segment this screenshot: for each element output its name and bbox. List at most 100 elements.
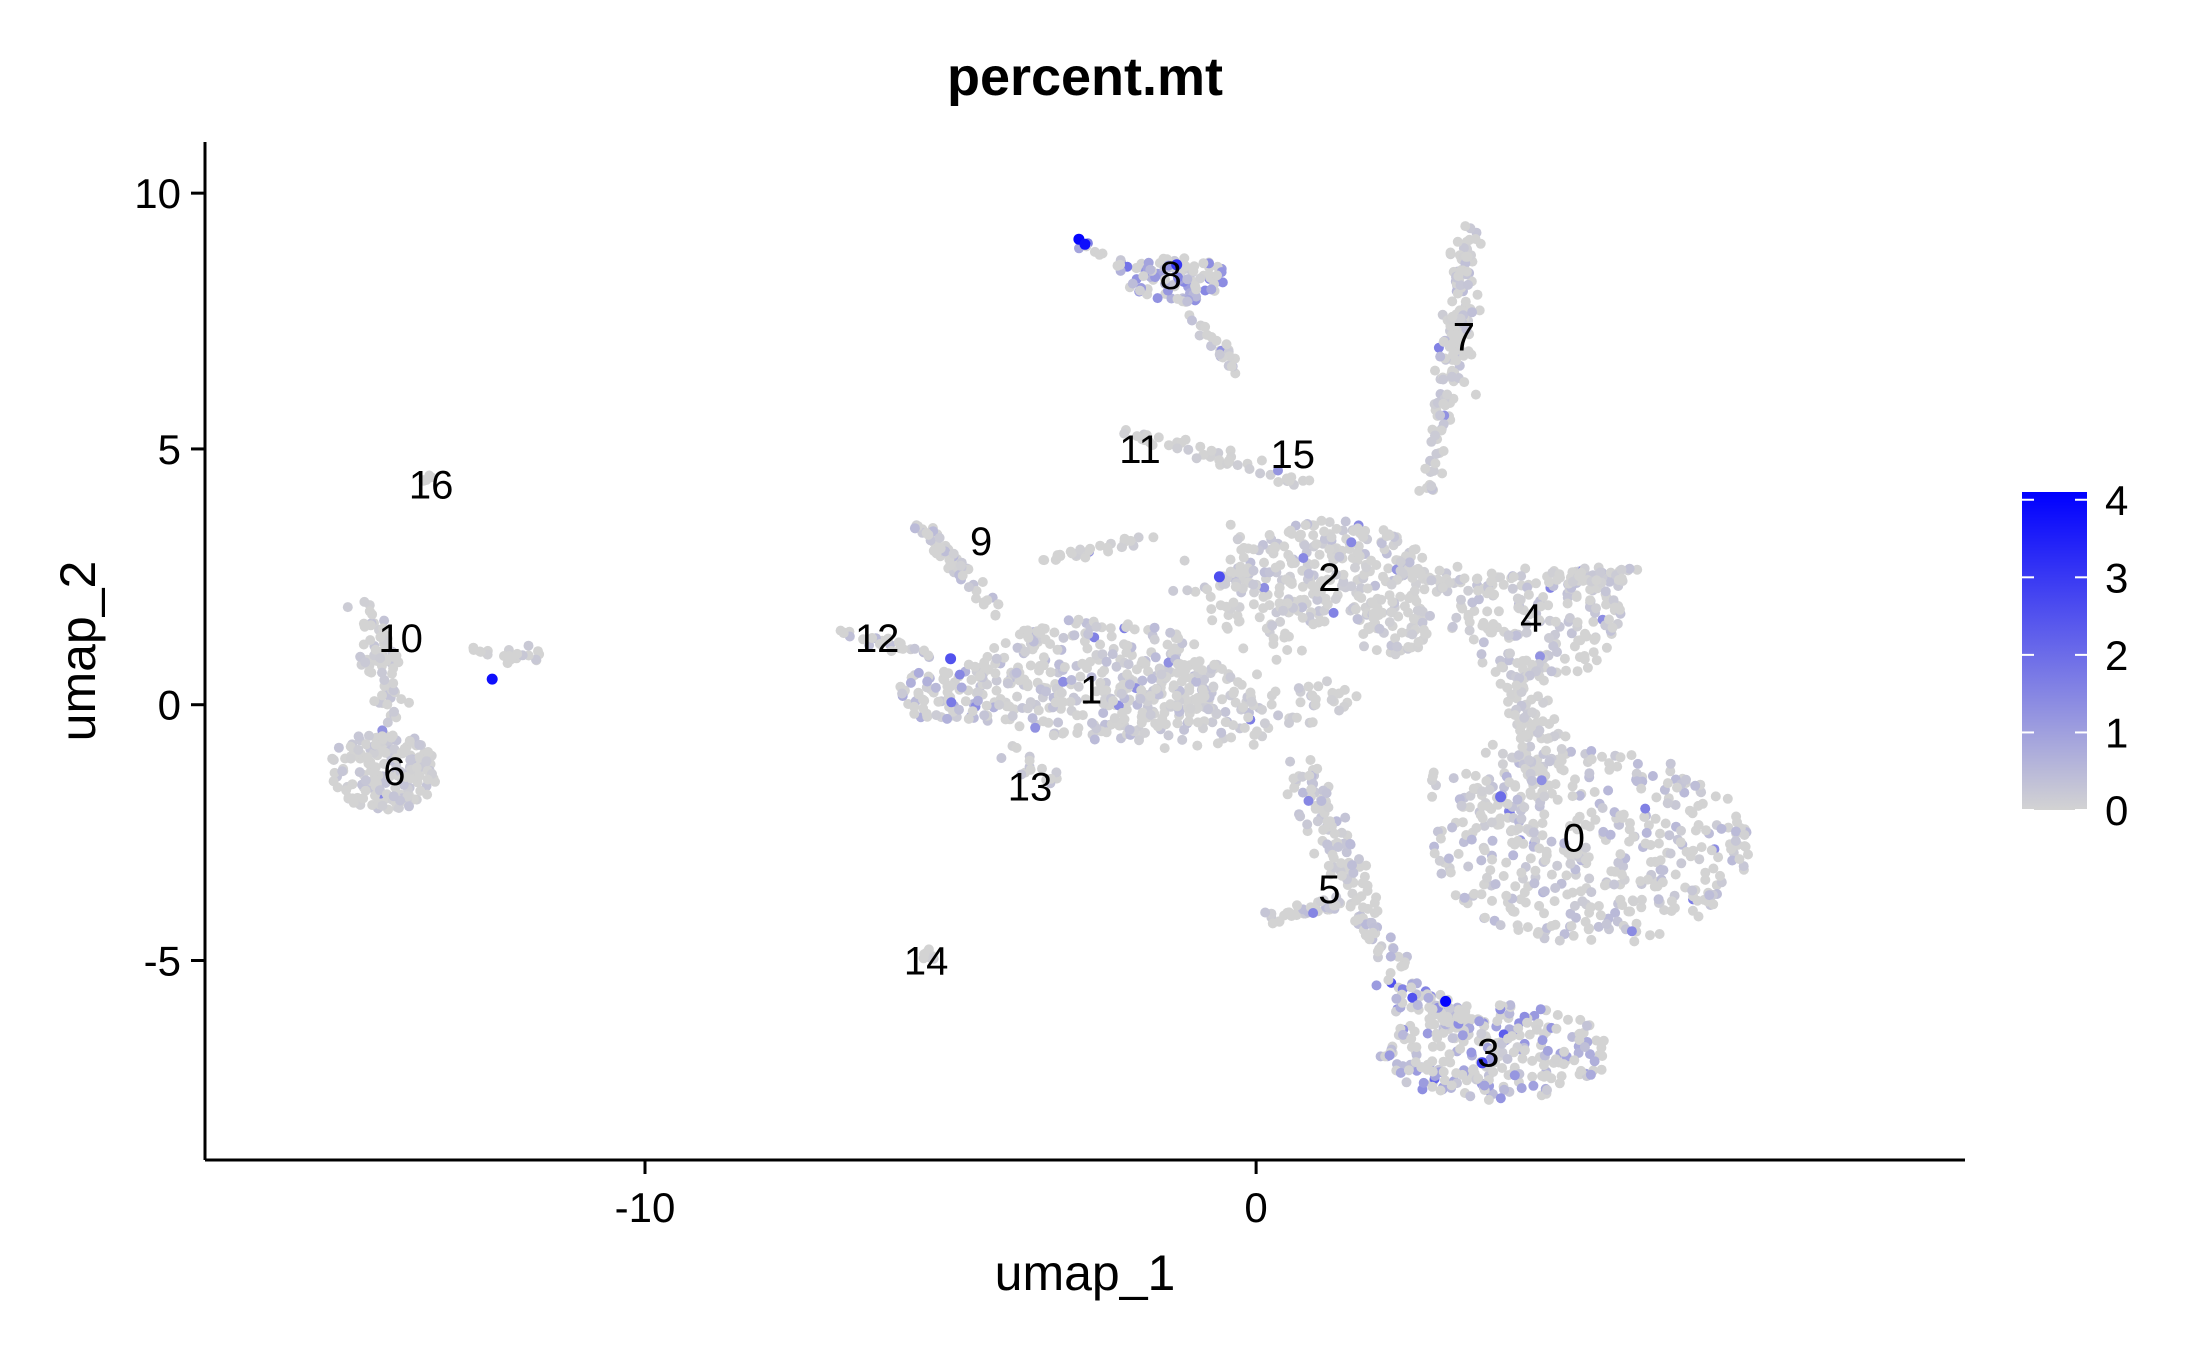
scatter-point [933,696,944,707]
scatter-point [421,475,432,485]
scatter-point [1409,1026,1420,1037]
scatter-point [897,688,908,699]
scatter-point [1023,632,1034,643]
scatter-point [1507,906,1518,917]
scatter-point [1482,606,1493,617]
scatter-point [1739,830,1750,840]
scatter-point [1264,600,1275,611]
scatter-point [369,696,380,707]
scatter-point [1198,258,1209,269]
scatter-point [1190,281,1201,291]
colorbar-ticks: 0 1 2 3 4 [2022,477,2128,834]
highlight-point [1495,791,1507,803]
scatter-point [977,577,988,587]
scatter-point [1122,669,1133,680]
scatter-point [1535,1004,1546,1015]
scatter-point [333,742,344,753]
scatter-point [1066,675,1077,685]
scatter-point [404,736,415,747]
scatter-point [982,679,993,690]
scatter-point [1111,661,1122,672]
scatter-point [1409,586,1420,596]
scatter-point [379,758,390,769]
scatter-point [1559,653,1570,664]
scatter-point [1476,1028,1487,1039]
y-axis-label: umap_2 [50,561,106,742]
scatter-point [1442,1011,1453,1022]
scatter-point [1546,921,1557,931]
cluster-label: 7 [1453,315,1475,359]
scatter-point [1484,586,1495,597]
scatter-point [1307,717,1318,728]
scatter-point [918,703,929,714]
scatter-point [1508,571,1519,582]
scatter-point [1275,560,1286,571]
scatter-point [1435,1085,1446,1096]
points-layer [327,221,1753,1105]
scatter-point [1498,579,1509,590]
x-tick-label: 0 [1244,1184,1267,1231]
scatter-point [1310,699,1321,710]
scatter-point [1675,837,1686,848]
scatter-point [1624,824,1635,835]
scatter-point [367,609,378,620]
scatter-point [1055,551,1066,562]
scatter-point [1696,787,1707,798]
scatter-point [1731,826,1741,837]
scatter-point [1330,900,1341,911]
scatter-point [1507,583,1518,594]
scatter-point [1574,1028,1585,1039]
scatter-point [1316,796,1327,806]
scatter-point [1098,708,1109,718]
scatter-point [1566,628,1577,639]
scatter-point [375,632,386,643]
scatter-point [858,634,869,645]
scatter-point [1296,529,1306,540]
scatter-point [1636,902,1647,913]
cluster-label: 2 [1318,556,1340,600]
scatter-point [1455,1043,1466,1054]
scatter-point [1516,867,1527,878]
y-tick-label: 5 [158,426,181,473]
scatter-point [1121,622,1132,633]
scatter-point [1486,1045,1497,1056]
cluster-label: 16 [409,464,454,508]
scatter-point [1584,873,1595,884]
scatter-point [1221,621,1232,632]
scatter-point [1601,919,1612,930]
scatter-point [1383,975,1394,985]
scatter-point [1487,895,1497,906]
scatter-point [390,782,401,793]
scatter-point [365,620,376,631]
scatter-point [1418,624,1429,635]
colorbar-tick-label: 2 [2105,632,2128,679]
scatter-point [1662,778,1673,789]
scatter-point [1438,446,1449,456]
scatter-point [1415,568,1426,579]
scatter-point [1650,813,1661,824]
scatter-point [1464,802,1475,813]
scatter-point [1282,789,1293,800]
scatter-point [370,644,381,655]
scatter-point [1217,694,1228,705]
scatter-point [909,523,920,534]
scatter-point [1160,719,1171,730]
scatter-point [1541,850,1552,861]
scatter-point [1052,644,1063,655]
highlight-point [945,653,957,665]
scatter-point [1206,445,1217,456]
scatter-point [1525,741,1536,752]
scatter-point [1152,721,1163,732]
scatter-point [1459,892,1470,903]
scatter-point [1133,532,1144,543]
scatter-point [1517,656,1528,666]
scatter-point [1048,730,1059,741]
scatter-point [1372,906,1383,916]
scatter-point [1280,628,1291,639]
scatter-point [1426,575,1437,586]
scatter-point [1011,667,1022,678]
scatter-point [1533,927,1544,937]
scatter-point [898,643,908,654]
scatter-point [360,775,371,786]
scatter-point [1334,705,1345,716]
